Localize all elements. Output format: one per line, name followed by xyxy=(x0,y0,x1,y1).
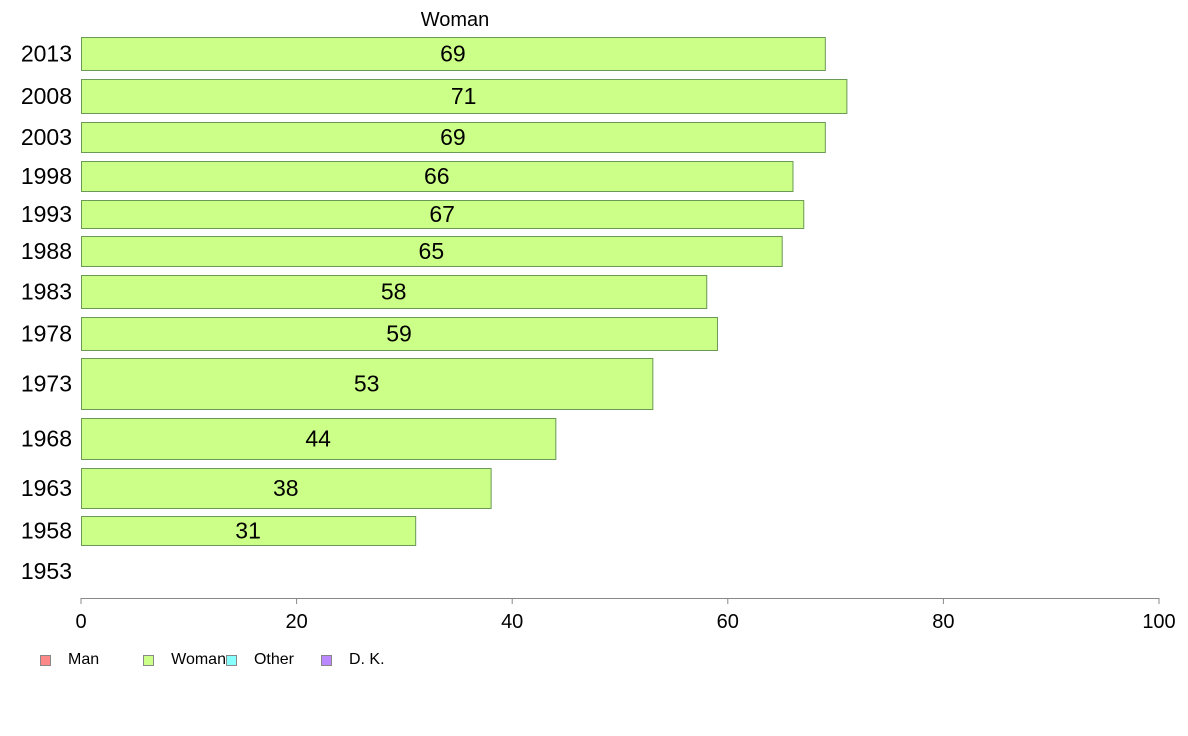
bar xyxy=(81,275,708,309)
bar xyxy=(81,418,557,460)
bar xyxy=(81,317,719,351)
bar xyxy=(81,358,654,410)
x-tick-label: 100 xyxy=(1142,611,1175,633)
bar xyxy=(81,37,826,71)
bar xyxy=(81,200,805,229)
legend-label: Other xyxy=(253,651,294,668)
category-label: 2013 xyxy=(21,41,72,67)
legend-label: Man xyxy=(68,651,100,668)
bar xyxy=(81,236,783,267)
x-tick-label: 0 xyxy=(75,611,86,633)
legend: Man Woman Other D. K. xyxy=(40,651,385,669)
bar xyxy=(81,122,826,153)
legend-item: Man xyxy=(40,651,99,669)
legend-swatch xyxy=(40,654,51,666)
legend-label: Woman xyxy=(171,651,226,668)
data-label: 69 xyxy=(440,41,466,67)
data-label: 59 xyxy=(386,321,412,347)
data-label: 66 xyxy=(424,163,450,189)
category-label: 1988 xyxy=(21,238,72,264)
data-label: 69 xyxy=(440,124,466,150)
category-label: 1963 xyxy=(21,475,72,501)
chart-title: Woman xyxy=(421,9,490,31)
bar xyxy=(81,516,417,546)
category-label: 1993 xyxy=(21,201,72,227)
legend-swatch xyxy=(320,654,332,666)
x-tick-label: 40 xyxy=(501,611,523,633)
data-label: 44 xyxy=(305,426,331,452)
data-label: 31 xyxy=(235,518,261,544)
category-label: 1968 xyxy=(21,426,72,452)
bar xyxy=(81,468,492,509)
data-label: 71 xyxy=(451,83,477,109)
legend-item: Other xyxy=(225,651,294,669)
data-label: 53 xyxy=(354,371,380,397)
data-label: 65 xyxy=(419,238,445,264)
category-label: 1958 xyxy=(21,518,72,544)
x-tick-label: 60 xyxy=(717,611,739,633)
legend-swatch xyxy=(225,654,237,666)
legend-swatch xyxy=(143,654,155,666)
category-label: 1998 xyxy=(21,163,72,189)
x-tick-label: 80 xyxy=(932,611,954,633)
data-label: 67 xyxy=(429,201,455,227)
legend-item: D. K. xyxy=(320,651,385,669)
bars-layer: 2013 69 2008 71 2003 69 1998 66 1993 67 1988 65 1983… xyxy=(21,37,848,584)
category-label: 1983 xyxy=(21,279,72,305)
category-label: 1973 xyxy=(21,371,72,397)
category-label: 1978 xyxy=(21,321,72,347)
data-label: 38 xyxy=(273,475,299,501)
data-label: 58 xyxy=(381,279,407,305)
x-tick-label: 20 xyxy=(285,611,307,633)
legend-item: Woman xyxy=(143,651,226,669)
bar xyxy=(81,161,794,192)
category-label: 1953 xyxy=(21,558,72,584)
x-axis: 0 20 40 60 80 100 xyxy=(75,598,1176,633)
bar xyxy=(81,79,848,114)
category-label: 2008 xyxy=(21,83,72,109)
category-label: 2003 xyxy=(21,124,72,150)
legend-label: D. K. xyxy=(348,651,385,668)
